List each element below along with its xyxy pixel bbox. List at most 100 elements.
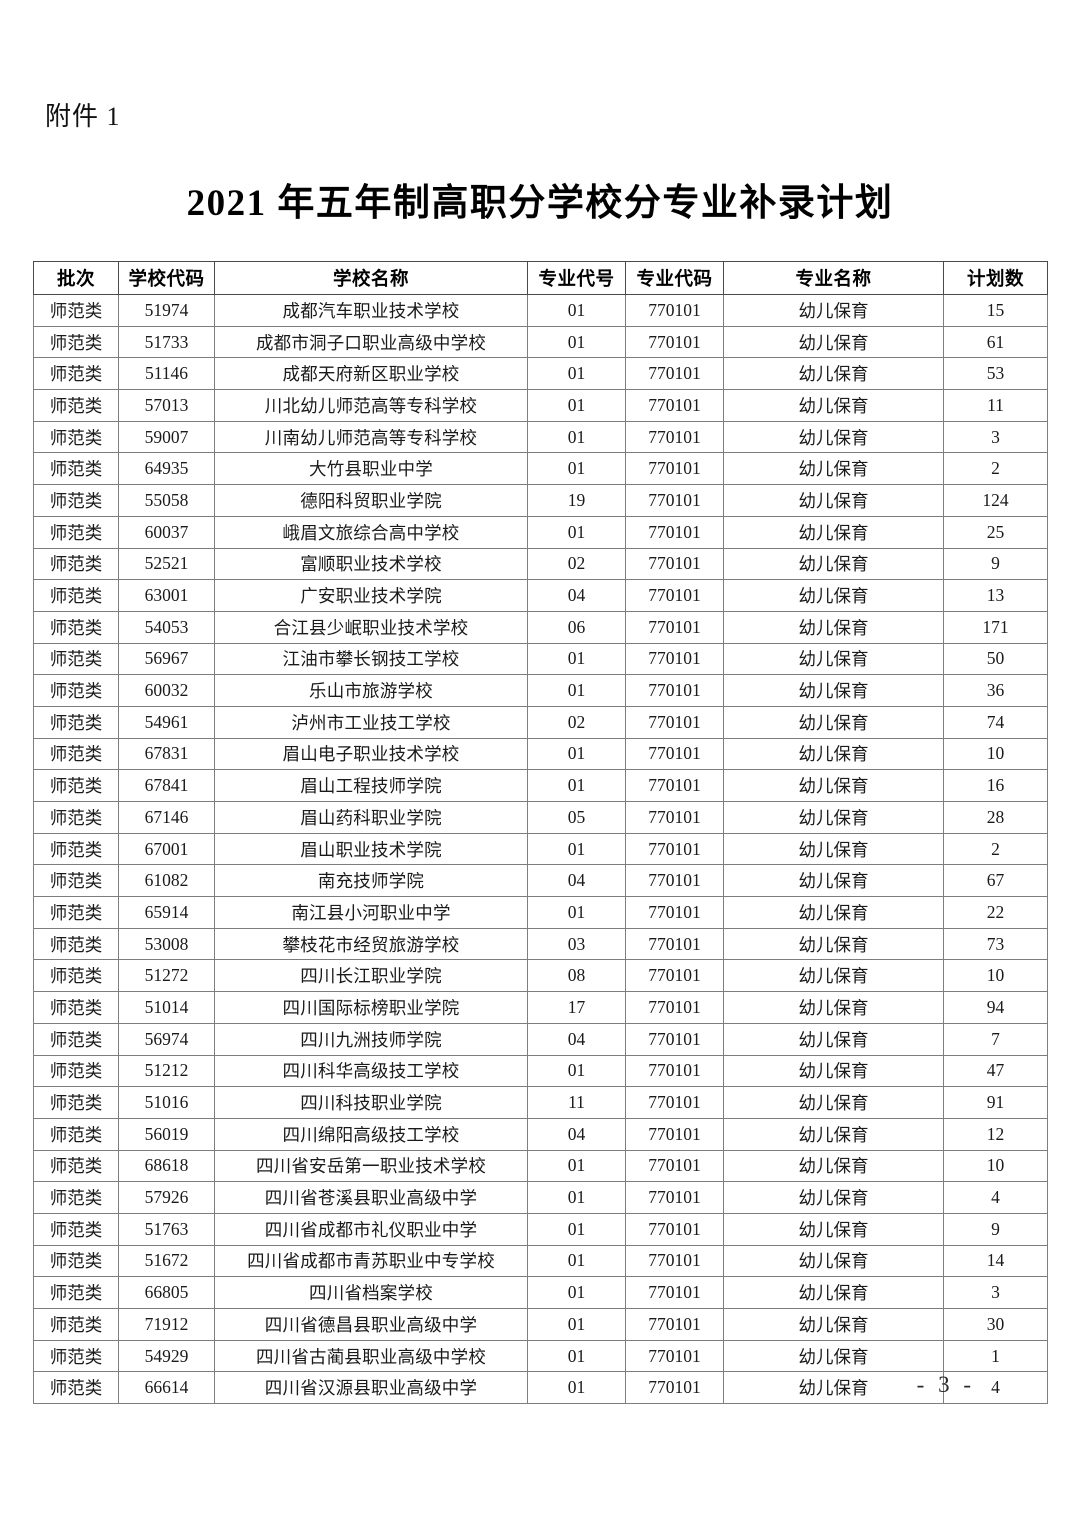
cell-plan-count: 7 (943, 1022, 1048, 1056)
cell-batch: 师范类 (33, 452, 119, 486)
cell-school-name: 眉山工程技师学院 (214, 769, 528, 802)
cell-plan-count: 11 (943, 389, 1048, 422)
cell-batch: 师范类 (33, 896, 119, 929)
cell-major-name: 幼儿保育 (723, 547, 944, 581)
cell-school-name: 成都汽车职业技术学校 (214, 294, 528, 327)
cell-plan-count: 4 (943, 1181, 1048, 1214)
cell-school-name: 眉山职业技术学院 (214, 832, 528, 866)
cell-plan-count: 3 (943, 1276, 1048, 1309)
cell-school-code: 57013 (118, 389, 215, 422)
table-row: 师范类 60032 乐山市旅游学校 01 770101 幼儿保育 36 (33, 674, 1048, 707)
table-row: 师范类 57926 四川省苍溪县职业高级中学 01 770101 幼儿保育 4 (33, 1181, 1048, 1214)
table-row: 师范类 51974 成都汽车职业技术学校 01 770101 幼儿保育 15 (33, 294, 1048, 327)
cell-school-name: 南江县小河职业中学 (214, 896, 528, 929)
cell-school-code: 51212 (118, 1054, 215, 1088)
cell-school-code: 51016 (118, 1086, 215, 1119)
cell-major-no: 01 (527, 357, 626, 391)
cell-major-name: 幼儿保育 (723, 1308, 944, 1341)
cell-school-name: 泸州市工业技工学校 (214, 705, 528, 739)
cell-school-code: 51146 (118, 357, 215, 391)
cell-school-code: 51763 (118, 1212, 215, 1246)
recruitment-plan-table: 批次 学校代码 学校名称 专业代号 专业代码 专业名称 计划数 师范类 51974… (33, 261, 1048, 1405)
table-row: 师范类 63001 广安职业技术学院 04 770101 幼儿保育 13 (33, 579, 1048, 612)
table-row: 师范类 66805 四川省档案学校 01 770101 幼儿保育 3 (33, 1276, 1048, 1309)
cell-major-no: 11 (527, 1086, 626, 1119)
cell-major-code: 770101 (625, 1086, 724, 1119)
table-row: 师范类 51763 四川省成都市礼仪职业中学 01 770101 幼儿保育 9 (33, 1212, 1048, 1246)
cell-batch: 师范类 (33, 642, 119, 676)
cell-major-code: 770101 (625, 1244, 724, 1278)
cell-major-no: 01 (527, 1339, 626, 1373)
cell-major-no: 01 (527, 1149, 626, 1183)
cell-major-code: 770101 (625, 1308, 724, 1341)
cell-major-no: 01 (527, 896, 626, 929)
cell-batch: 师范类 (33, 1117, 119, 1151)
cell-batch: 师范类 (33, 737, 119, 771)
cell-plan-count: 4 (943, 1371, 1048, 1405)
cell-major-name: 幼儿保育 (723, 1244, 944, 1278)
cell-school-code: 54929 (118, 1339, 215, 1373)
cell-school-name: 四川省成都市青苏职业中专学校 (214, 1244, 528, 1278)
cell-major-no: 01 (527, 737, 626, 771)
cell-school-name: 四川省德昌县职业高级中学 (214, 1308, 528, 1341)
table-row: 师范类 51016 四川科技职业学院 11 770101 幼儿保育 91 (33, 1086, 1048, 1119)
cell-major-name: 幼儿保育 (723, 1181, 944, 1214)
cell-school-code: 63001 (118, 579, 215, 612)
cell-school-name: 四川科技职业学院 (214, 1086, 528, 1119)
cell-batch: 师范类 (33, 1181, 119, 1214)
cell-school-name: 四川省苍溪县职业高级中学 (214, 1181, 528, 1214)
cell-batch: 师范类 (33, 1022, 119, 1056)
cell-school-code: 51733 (118, 325, 215, 359)
cell-major-code: 770101 (625, 705, 724, 739)
cell-batch: 师范类 (33, 1276, 119, 1309)
cell-major-no: 02 (527, 547, 626, 581)
cell-school-code: 67841 (118, 769, 215, 802)
cell-major-no: 01 (527, 389, 626, 422)
table-row: 师范类 51212 四川科华高级技工学校 01 770101 幼儿保育 47 (33, 1054, 1048, 1088)
cell-batch: 师范类 (33, 1308, 119, 1341)
cell-plan-count: 73 (943, 927, 1048, 961)
cell-batch: 师范类 (33, 357, 119, 391)
cell-school-name: 四川省古蔺县职业高级中学校 (214, 1339, 528, 1373)
cell-school-code: 67146 (118, 801, 215, 834)
cell-school-name: 四川省安岳第一职业技术学校 (214, 1149, 528, 1183)
cell-school-name: 四川九洲技师学院 (214, 1022, 528, 1056)
cell-plan-count: 74 (943, 705, 1048, 739)
table-row: 师范类 64935 大竹县职业中学 01 770101 幼儿保育 2 (33, 452, 1048, 486)
cell-major-code: 770101 (625, 547, 724, 581)
cell-school-code: 66805 (118, 1276, 215, 1309)
cell-school-name: 四川长江职业学院 (214, 959, 528, 993)
cell-batch: 师范类 (33, 547, 119, 581)
cell-batch: 师范类 (33, 1149, 119, 1183)
cell-plan-count: 50 (943, 642, 1048, 676)
column-header-major-code: 专业代码 (625, 261, 724, 295)
table-row: 师范类 67001 眉山职业技术学院 01 770101 幼儿保育 2 (33, 832, 1048, 866)
cell-major-no: 05 (527, 801, 626, 834)
cell-batch: 师范类 (33, 674, 119, 707)
cell-school-code: 54053 (118, 610, 215, 644)
cell-plan-count: 22 (943, 896, 1048, 929)
table-row: 师范类 71912 四川省德昌县职业高级中学 01 770101 幼儿保育 30 (33, 1308, 1048, 1341)
cell-school-code: 59007 (118, 420, 215, 454)
cell-batch: 师范类 (33, 927, 119, 961)
cell-school-name: 攀枝花市经贸旅游学校 (214, 927, 528, 961)
cell-school-name: 富顺职业技术学校 (214, 547, 528, 581)
cell-major-name: 幼儿保育 (723, 515, 944, 549)
cell-major-code: 770101 (625, 832, 724, 866)
cell-major-name: 幼儿保育 (723, 674, 944, 707)
cell-plan-count: 10 (943, 959, 1048, 993)
cell-plan-count: 1 (943, 1339, 1048, 1373)
cell-major-code: 770101 (625, 1117, 724, 1151)
cell-school-name: 四川科华高级技工学校 (214, 1054, 528, 1088)
cell-plan-count: 30 (943, 1308, 1048, 1341)
cell-school-code: 54961 (118, 705, 215, 739)
cell-school-name: 乐山市旅游学校 (214, 674, 528, 707)
cell-school-code: 61082 (118, 864, 215, 898)
cell-major-name: 幼儿保育 (723, 769, 944, 802)
cell-major-name: 幼儿保育 (723, 1117, 944, 1151)
cell-plan-count: 91 (943, 1086, 1048, 1119)
cell-batch: 师范类 (33, 1244, 119, 1278)
cell-plan-count: 47 (943, 1054, 1048, 1088)
cell-major-name: 幼儿保育 (723, 991, 944, 1024)
